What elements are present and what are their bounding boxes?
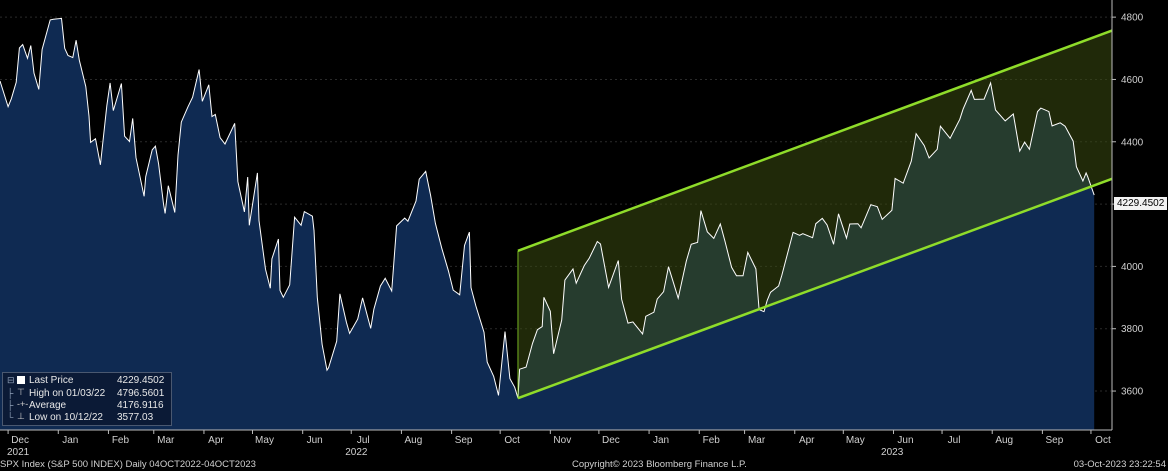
channel-lower-line [517, 177, 1113, 400]
x-year-label: 2021 [7, 447, 30, 458]
footer-bar: SPX Index (S&P 500 INDEX) Daily 04OCT202… [0, 459, 1168, 471]
legend-tree-icon: └ [7, 412, 14, 422]
x-tick-label: Sep [1046, 435, 1064, 446]
x-tick-label: Nov [553, 435, 571, 446]
legend-row-high: ├ ⊤ High on 01/03/22 4796.5601 [3, 387, 171, 400]
x-tick-label: Aug [995, 435, 1013, 446]
x-tick-label: Aug [405, 435, 423, 446]
legend-row-low: └ ⊥ Low on 10/12/22 3577.03 [3, 411, 171, 424]
legend-tree-icon: ⊟ [7, 375, 15, 385]
x-tick-label: May [846, 435, 865, 446]
x-tick-label: Jun [307, 435, 323, 446]
legend-value: 4176.9116 [117, 400, 164, 411]
last-price-badge: 4229.4502 [1114, 197, 1168, 210]
y-tick-label: 4000 [1121, 262, 1144, 273]
x-year-label: 2023 [881, 447, 904, 458]
x-tick-label: Dec [602, 435, 620, 446]
y-tick-label: 3600 [1121, 387, 1144, 398]
legend-label: Last Price [29, 375, 74, 386]
legend-label: Average [29, 400, 67, 411]
x-tick-label: Feb [112, 435, 130, 446]
x-tick-label: Jul [948, 435, 961, 446]
x-tick-label: Oct [1095, 435, 1111, 446]
legend-value: 4796.5601 [117, 388, 165, 399]
legend-tree-icon: ├ [7, 400, 14, 410]
x-tick-label: Dec [11, 435, 29, 446]
x-tick-label: Oct [504, 435, 520, 446]
footer-copyright: Copyright© 2023 Bloomberg Finance L.P. [572, 459, 747, 470]
x-tick-label: Sep [455, 435, 473, 446]
x-tick-label: Jun [897, 435, 913, 446]
price-line [0, 17, 1095, 399]
channel-upper-line [517, 29, 1113, 253]
legend-value: 3577.03 [117, 412, 154, 423]
legend-tree-icon: ├ [7, 388, 14, 398]
price-area [0, 18, 1095, 431]
x-year-label: 2022 [345, 447, 368, 458]
x-tick-label: Jan [62, 435, 78, 446]
axes [0, 0, 1113, 431]
y-tick-label: 4600 [1121, 75, 1144, 86]
legend: ⊟ Last Price 4229.4502 ├ ⊤ High on 01/03… [2, 372, 172, 426]
average-marker-icon: -+- [17, 399, 29, 409]
x-tick-label: Mar [157, 435, 175, 446]
legend-label: Low on 10/12/22 [29, 412, 103, 423]
low-marker-icon: ⊥ [17, 411, 25, 421]
legend-value: 4229.4502 [117, 375, 165, 386]
x-tick-label: Apr [799, 435, 815, 446]
legend-label: High on 01/03/22 [29, 388, 106, 399]
footer-timestamp: 03-Oct-2023 23:22:54 [1073, 459, 1166, 470]
x-tick-label: Jul [357, 435, 370, 446]
square-marker-icon [17, 376, 25, 384]
legend-row-average: ├ -+- Average 4176.9116 [3, 399, 171, 412]
x-axis-ticks: Dec Jan Feb Mar Apr May Jun Jul Aug Sep Oct Nov Dec J… [7, 430, 1111, 458]
trend-channel-fill [517, 30, 1112, 399]
high-marker-icon: ⊤ [17, 387, 25, 397]
y-tick-label: 4800 [1121, 13, 1144, 24]
y-tick-label: 4400 [1121, 137, 1144, 148]
x-tick-label: Feb [703, 435, 721, 446]
x-tick-label: Jan [653, 435, 669, 446]
y-tick-label: 3800 [1121, 324, 1144, 335]
x-tick-label: Apr [208, 435, 224, 446]
x-tick-label: Mar [748, 435, 766, 446]
footer-security: SPX Index (S&P 500 INDEX) Daily 04OCT202… [0, 459, 256, 470]
legend-row-last-price: ⊟ Last Price 4229.4502 [3, 375, 171, 387]
x-tick-label: May [255, 435, 274, 446]
